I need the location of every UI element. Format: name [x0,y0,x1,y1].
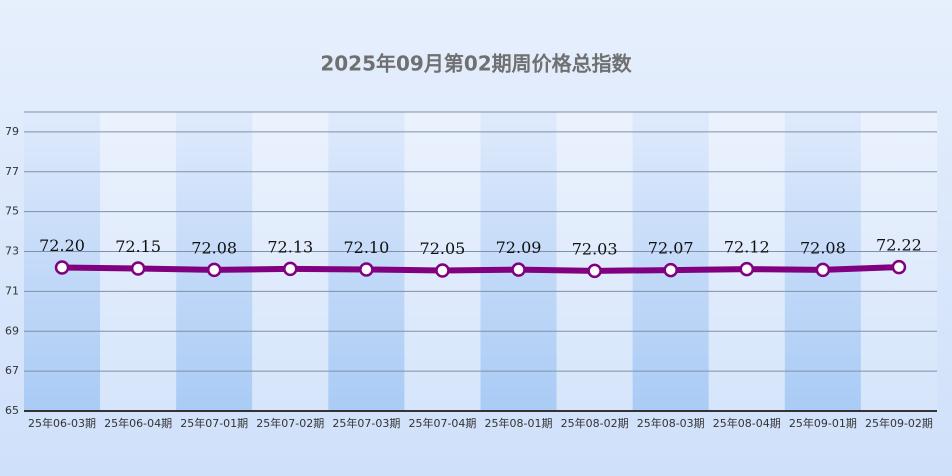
x-tick-label: 25年07-02期 [256,416,324,430]
point [587,263,602,279]
y-tick-label: 73 [5,245,19,258]
point [283,261,298,277]
y-tick-label: 77 [5,165,19,178]
value-label: 72.12 [724,238,770,257]
y-tick-label: 65 [5,404,19,417]
chart-title: 2025年09月第02期周价格总指数 [320,52,632,76]
value-label: 72.08 [191,238,237,257]
x-tick-label: 25年08-02期 [561,416,629,430]
point [54,260,70,275]
band [328,112,405,411]
value-label: 72.08 [800,238,846,257]
point [359,262,374,277]
value-label: 72.10 [343,238,389,257]
value-label: 72.22 [876,236,922,255]
x-tick-label: 25年08-03期 [637,416,705,430]
point [511,262,526,277]
point [739,261,755,277]
value-label: 72.05 [420,239,466,258]
value-label: 72.03 [572,239,618,258]
band [632,112,709,411]
band [480,112,557,411]
band [708,112,785,411]
value-label: 72.20 [39,236,85,255]
value-label: 72.09 [496,238,542,257]
band [252,112,329,411]
value-label: 72.15 [115,237,161,256]
point [891,259,907,275]
band [784,112,861,411]
point [130,261,146,276]
x-tick-label: 25年07-03期 [332,416,400,430]
y-tick-label: 79 [5,125,19,138]
y-tick-label: 67 [5,364,19,377]
x-tick-label: 25年09-02期 [865,416,933,430]
x-tick-label: 25年07-01期 [180,416,248,430]
y-tick-label: 69 [5,324,19,337]
band [404,112,481,411]
line [62,264,900,274]
point [206,262,222,278]
x-tick-label: 25年09-01期 [789,416,857,430]
band [556,112,633,411]
y-tick-label: 75 [5,205,19,218]
point [815,262,831,278]
x-tick-label: 25年06-03期 [28,416,96,430]
point [435,263,450,278]
point [663,262,678,278]
x-tick-label: 25年06-04期 [104,416,172,430]
band [176,112,253,411]
y-tick-label: 71 [5,284,19,297]
x-tick-label: 25年08-04期 [713,416,781,430]
x-tick-label: 25年07-04期 [408,416,476,430]
x-tick-label: 25年08-01期 [485,416,553,430]
value-label: 72.07 [648,239,694,258]
value-label: 72.13 [267,237,313,256]
